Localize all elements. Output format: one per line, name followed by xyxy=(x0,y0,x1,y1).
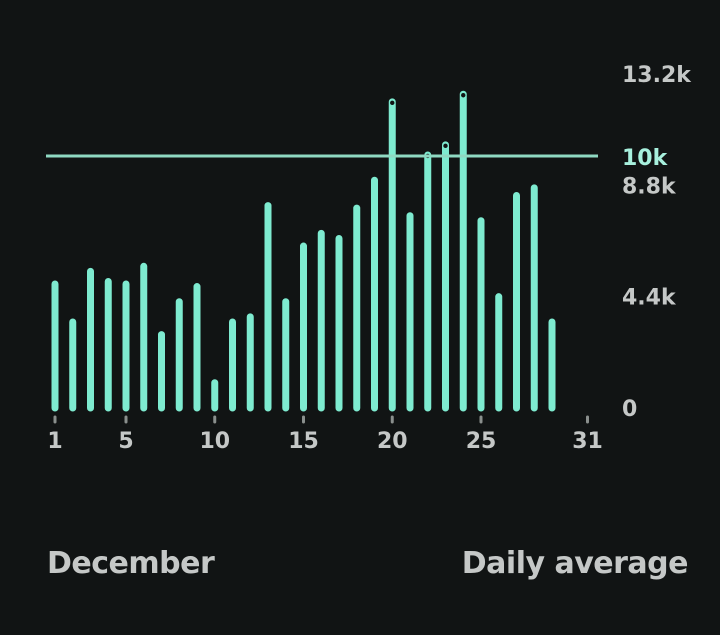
y-label-8.8k: 8.8k xyxy=(622,174,677,199)
x-label-1: 1 xyxy=(47,429,62,454)
y-label-13.2k: 13.2k xyxy=(622,63,692,88)
month-label[interactable]: December xyxy=(47,546,215,581)
x-label-31: 31 xyxy=(572,429,603,454)
bar-highlight-dot-23 xyxy=(443,143,448,149)
x-axis-labels: 1 5 10 15 20 25 31 xyxy=(47,429,602,454)
daily-average-label[interactable]: Daily average xyxy=(461,546,689,581)
y-label-4.4k: 4.4k xyxy=(622,286,677,311)
bar-highlight-dot-20 xyxy=(390,100,395,106)
bars-group xyxy=(51,90,556,412)
x-label-10: 10 xyxy=(199,429,230,454)
x-tick-marks xyxy=(53,415,589,424)
x-label-25: 25 xyxy=(466,429,497,454)
y-label-0: 0 xyxy=(622,397,637,422)
goal-label: 10k xyxy=(622,146,669,171)
x-label-5: 5 xyxy=(118,429,133,454)
bar-highlight-dot-24 xyxy=(461,93,466,98)
x-label-15: 15 xyxy=(288,429,319,454)
x-label-20: 20 xyxy=(377,429,408,454)
y-axis-labels: 0 4.4k 8.8k 13.2k 10k xyxy=(622,63,692,422)
